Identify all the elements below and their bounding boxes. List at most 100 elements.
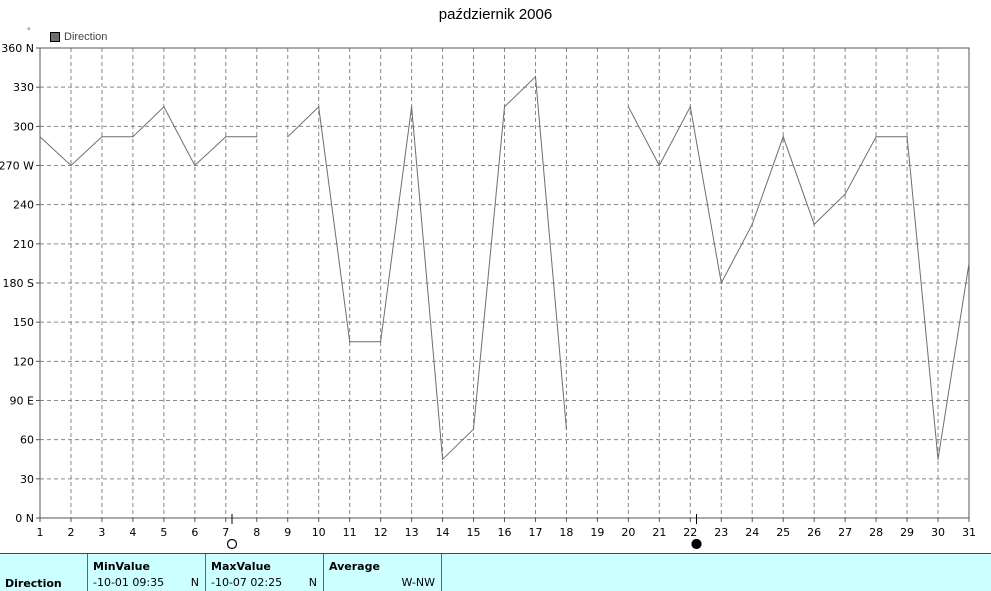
- y-tick-label: 30: [20, 473, 34, 486]
- y-tick-label: 180 S: [3, 277, 34, 290]
- data-point: [70, 164, 72, 167]
- x-tick-label: 13: [405, 526, 419, 539]
- series-line: [287, 75, 567, 461]
- data-point: [906, 136, 908, 138]
- x-tick-label: 1: [37, 526, 44, 539]
- y-tick-label: 0 N: [15, 512, 34, 525]
- stats-row-label: Direction: [5, 577, 62, 590]
- data-point: [163, 106, 165, 108]
- stats-min-header: MinValue: [93, 560, 150, 573]
- x-tick-label: 4: [129, 526, 136, 539]
- x-tick-label: 21: [652, 526, 666, 539]
- y-tick-label: 330: [13, 81, 34, 94]
- x-tick-label: 20: [621, 526, 635, 539]
- data-point: [225, 136, 227, 138]
- y-tick-label: 360 N: [1, 42, 34, 55]
- data-point: [720, 282, 722, 284]
- x-tick-label: 23: [714, 526, 728, 539]
- stats-table: Direction MinValue -10-01 09:35 N MaxVal…: [0, 553, 991, 591]
- data-point: [287, 136, 289, 138]
- x-tick-label: 16: [498, 526, 512, 539]
- x-tick-label: 7: [222, 526, 229, 539]
- data-point: [937, 458, 939, 460]
- y-tick-label: 210: [13, 238, 34, 251]
- data-point: [813, 223, 815, 225]
- data-point: [349, 341, 351, 343]
- x-tick-label: 2: [67, 526, 74, 539]
- data-point: [39, 136, 41, 138]
- stats-row-label-cell: Direction: [0, 554, 88, 591]
- stats-max-unit: N: [308, 576, 317, 589]
- x-tick-label: 14: [436, 526, 450, 539]
- stats-min-cell: MinValue -10-01 09:35 N: [88, 554, 206, 591]
- x-axis: 1 2 3 4 5 6 7 8 9 10 11 12 13 14 15 16 17 18 19 20 21 22 23 24 2…: [37, 518, 976, 539]
- grid: [40, 48, 969, 518]
- x-tick-label: 15: [467, 526, 481, 539]
- data-point: [380, 341, 382, 343]
- new-moon-icon: [691, 538, 702, 550]
- data-point: [132, 136, 134, 138]
- y-tick-label: 270 W: [0, 160, 34, 173]
- y-tick-label: 300: [13, 120, 34, 133]
- x-tick-label: 5: [160, 526, 167, 539]
- x-tick-label: 24: [745, 526, 759, 539]
- y-tick-label: 60: [20, 434, 34, 447]
- data-point: [875, 136, 877, 138]
- x-tick-label: 19: [590, 526, 604, 539]
- data-point: [101, 136, 103, 138]
- legend-label: Direction: [64, 31, 108, 43]
- x-tick-label: 9: [284, 526, 291, 539]
- y-tick-label: 240: [13, 199, 34, 212]
- x-tick-label: 30: [931, 526, 945, 539]
- stats-min-unit: N: [190, 576, 199, 589]
- series-direction: [39, 75, 970, 461]
- data-point: [751, 223, 753, 225]
- data-point: [472, 428, 475, 430]
- legend-swatch: [50, 32, 60, 42]
- data-point: [565, 428, 568, 430]
- data-point: [627, 106, 629, 108]
- data-point: [256, 136, 258, 138]
- full-moon-icon: [226, 538, 238, 550]
- x-tick-label: 25: [776, 526, 790, 539]
- x-tick-label: 17: [528, 526, 542, 539]
- x-tick-label: 31: [962, 526, 976, 539]
- data-point: [503, 106, 506, 108]
- data-point: [658, 164, 660, 167]
- data-point: [318, 106, 320, 108]
- stats-min-value: -10-01 09:35: [93, 576, 165, 589]
- data-point: [534, 76, 537, 78]
- x-tick-label: 29: [900, 526, 914, 539]
- data-point: [689, 106, 691, 108]
- x-tick-label: 6: [191, 526, 198, 539]
- y-axis: 0 N 30 60 90 E 120 150 180 S 210 240 270 W 300 330 3…: [0, 42, 40, 525]
- data-point: [441, 458, 444, 460]
- x-tick-label: 27: [838, 526, 852, 539]
- stats-avg-header: Average: [329, 560, 380, 573]
- x-tick-label: 12: [374, 526, 388, 539]
- moon-phases: [226, 514, 702, 550]
- stats-max-header: MaxValue: [211, 560, 271, 573]
- stats-max-value: -10-07 02:25: [211, 576, 283, 589]
- y-tick-label: 150: [13, 316, 34, 329]
- data-point: [968, 262, 970, 265]
- series-line: [627, 105, 970, 460]
- x-tick-label: 3: [98, 526, 105, 539]
- data-point: [194, 164, 196, 167]
- x-tick-label: 8: [253, 526, 260, 539]
- chart-title: październik 2006: [438, 6, 553, 23]
- x-tick-label: 26: [807, 526, 821, 539]
- x-tick-label: 18: [559, 526, 573, 539]
- stats-max-cell: MaxValue -10-07 02:25 N: [206, 554, 324, 591]
- legend: Direction: [50, 31, 107, 43]
- stats-avg-cell: Average W-NW: [324, 554, 442, 591]
- x-tick-label: 22: [683, 526, 697, 539]
- data-point: [844, 193, 846, 195]
- y-tick-label: 120: [13, 355, 34, 368]
- x-tick-label: 28: [869, 526, 883, 539]
- stats-avg-value: W-NW: [401, 576, 435, 589]
- series-line: [39, 105, 257, 167]
- x-tick-label: 10: [312, 526, 326, 539]
- y-tick-label: 90 E: [10, 395, 34, 408]
